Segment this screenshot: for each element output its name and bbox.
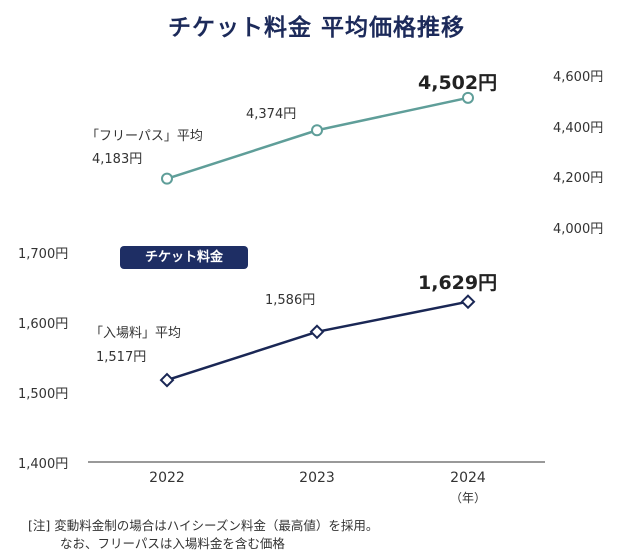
right-y-tick-4000: 4,000円 [553, 222, 604, 237]
chart-title: チケット料金 平均価格推移 [167, 15, 465, 41]
free-pass-series-label: 「フリーパス」平均 [86, 129, 203, 144]
left-y-tick-1600: 1,600円 [18, 317, 69, 332]
x-tick-2023: 2023 [299, 470, 335, 486]
admission-label-2023: 1,586円 [265, 293, 316, 308]
free-pass-point-2023 [311, 124, 323, 137]
free-pass-label-2023: 4,374円 [246, 107, 297, 122]
right-y-tick-4200: 4,200円 [553, 171, 604, 186]
x-tick-2024: 2024 [450, 470, 486, 486]
free-pass-label-2024: 4,502円 [418, 72, 498, 94]
left-y-tick-1500: 1,500円 [18, 387, 69, 402]
admission-line [166, 300, 469, 382]
left-y-tick-1700: 1,700円 [18, 247, 69, 262]
right-y-tick-4600: 4,600円 [553, 70, 604, 85]
left-y-tick-1400: 1,400円 [18, 457, 69, 472]
admission-label-2024: 1,629円 [418, 272, 498, 294]
x-tick-2022: 2022 [149, 470, 185, 486]
note-line-2: なお、フリーパスは入場料金を含む価格 [60, 536, 285, 551]
ticket-price-badge: チケット料金 [120, 246, 248, 269]
admission-series-label: 「入場料」平均 [90, 326, 182, 341]
x-axis-unit: （年） [449, 491, 486, 505]
admission-label-2022: 1,517円 [96, 350, 147, 365]
admission-point-2022 [159, 372, 175, 388]
free-pass-point-2024 [462, 91, 474, 104]
note-line-1: [注] 変動料金制の場合はハイシーズン料金（最高値）を採用。 [28, 518, 379, 533]
admission-point-2024 [460, 294, 476, 310]
free-pass-point-2022 [161, 172, 173, 185]
free-pass-label-2022: 4,183円 [92, 152, 143, 167]
right-y-tick-4400: 4,400円 [553, 121, 604, 136]
free-pass-line [166, 96, 469, 180]
admission-point-2023 [309, 324, 325, 340]
